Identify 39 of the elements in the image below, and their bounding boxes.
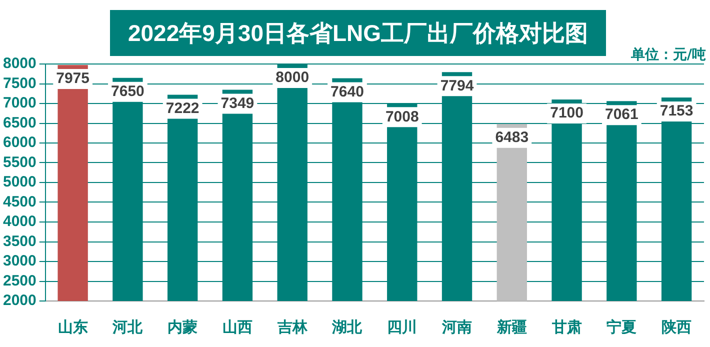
y-tick-label: 6500 <box>2 114 36 132</box>
data-label: 7794 <box>440 77 474 94</box>
data-label: 7222 <box>166 100 200 117</box>
x-tick-label: 新疆 <box>496 318 527 336</box>
data-label: 7008 <box>385 108 419 126</box>
y-tick-label: 2500 <box>2 272 36 290</box>
data-label: 7650 <box>111 82 144 100</box>
y-tick-label: 7000 <box>2 94 36 112</box>
y-tick-label: 4500 <box>2 193 36 210</box>
y-tick-label: 4000 <box>2 213 36 230</box>
x-tick-label: 湖北 <box>331 319 364 336</box>
x-tick-label: 宁夏 <box>606 318 637 336</box>
x-tick-label: 河南 <box>441 319 472 336</box>
y-tick-label: 6000 <box>2 134 36 152</box>
x-tick-label: 四川 <box>387 319 418 336</box>
x-tick-label: 山西 <box>222 319 252 336</box>
x-tick-label: 甘肃 <box>550 319 582 336</box>
x-tick-label: 内蒙 <box>168 319 198 336</box>
data-label: 6483 <box>495 129 529 146</box>
data-label: 7153 <box>660 102 694 120</box>
y-tick-label: 8000 <box>2 55 36 72</box>
x-tick-label: 陕西 <box>662 319 692 336</box>
y-tick-label: 5500 <box>2 154 36 171</box>
y-tick-label: 2000 <box>2 292 36 310</box>
y-tick-label: 5000 <box>2 174 36 191</box>
y-tick-label: 7500 <box>2 74 36 92</box>
data-label: 8000 <box>276 69 310 86</box>
data-label: 7640 <box>330 83 364 100</box>
x-tick-label: 吉林 <box>276 319 308 336</box>
chart-title: 2022年9月30日各省LNG工厂出厂价格对比图 <box>110 10 606 56</box>
x-tick-label: 河北 <box>112 319 144 336</box>
data-label: 7975 <box>56 70 90 88</box>
y-tick-label: 3000 <box>2 252 36 270</box>
y-tick-label: 3500 <box>2 232 36 250</box>
data-label: 7349 <box>220 94 254 112</box>
x-tick-label: 山东 <box>58 318 88 336</box>
data-label: 7061 <box>604 106 638 124</box>
text: 单位：元/吨 <box>630 46 706 64</box>
data-label: 7100 <box>550 104 584 122</box>
